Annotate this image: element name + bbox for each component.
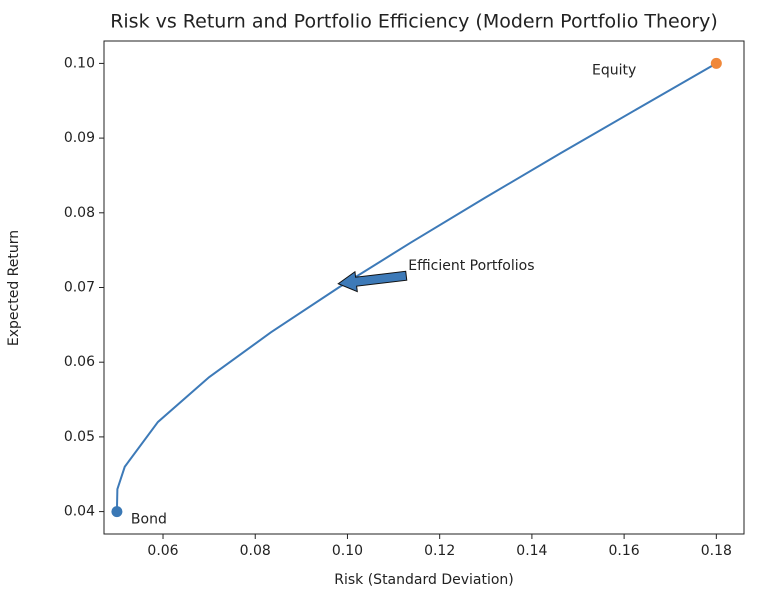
annotation-arrow bbox=[337, 270, 408, 293]
y-tick-label: 0.05 bbox=[64, 429, 95, 445]
x-tick-label: 0.06 bbox=[147, 543, 178, 559]
x-tick-label: 0.18 bbox=[701, 543, 732, 559]
x-tick-label: 0.08 bbox=[240, 543, 271, 559]
x-tick-label: 0.12 bbox=[424, 543, 455, 559]
y-tick-label: 0.08 bbox=[64, 205, 95, 221]
arrow-shape bbox=[337, 270, 408, 293]
annotation-text: Efficient Portfolios bbox=[408, 258, 534, 274]
x-tick-label: 0.14 bbox=[516, 543, 547, 559]
x-axis-label: Risk (Standard Deviation) bbox=[334, 572, 514, 588]
y-tick-label: 0.09 bbox=[64, 130, 95, 146]
x-tick-label: 0.10 bbox=[332, 543, 363, 559]
asset-label: Bond bbox=[131, 512, 167, 528]
asset-point bbox=[710, 57, 722, 69]
asset-point bbox=[111, 506, 123, 518]
x-tick-label: 0.16 bbox=[609, 543, 640, 559]
frontier-line bbox=[115, 62, 717, 512]
y-axis-label: Expected Return bbox=[6, 230, 22, 346]
y-tick-label: 0.04 bbox=[64, 504, 95, 520]
plot-frame bbox=[103, 40, 745, 535]
asset-label: Equity bbox=[592, 62, 636, 78]
y-tick-label: 0.06 bbox=[64, 354, 95, 370]
y-tick-label: 0.07 bbox=[64, 280, 95, 296]
chart-title: Risk vs Return and Portfolio Efficiency … bbox=[110, 11, 718, 33]
y-tick-label: 0.10 bbox=[64, 55, 95, 71]
